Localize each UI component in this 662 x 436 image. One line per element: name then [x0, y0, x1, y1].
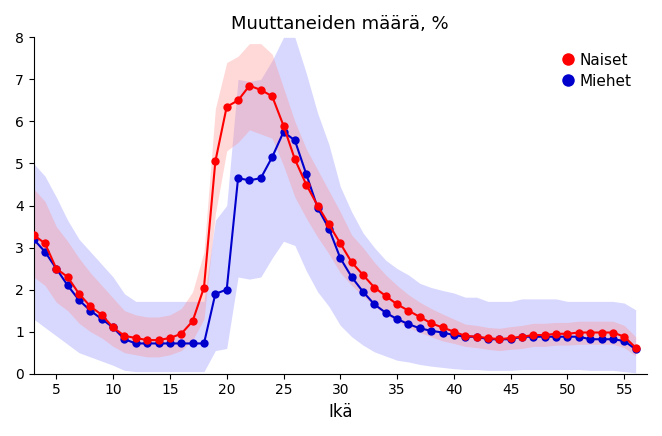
Miehet — [404, 321, 412, 327]
Miehet — [450, 332, 458, 337]
Naiset — [371, 285, 379, 290]
Miehet — [30, 237, 38, 242]
Naiset — [450, 329, 458, 334]
Miehet — [257, 176, 265, 181]
Naiset — [393, 302, 401, 307]
X-axis label: Ikä: Ikä — [328, 403, 353, 421]
Naiset — [30, 232, 38, 238]
Miehet — [393, 317, 401, 322]
Miehet — [371, 302, 379, 307]
Naiset — [632, 345, 639, 350]
Naiset — [132, 335, 140, 341]
Naiset — [404, 308, 412, 313]
Miehet — [132, 341, 140, 346]
Title: Muuttaneiden määrä, %: Muuttaneiden määrä, % — [232, 15, 449, 33]
Miehet — [632, 347, 639, 352]
Naiset — [246, 83, 254, 89]
Line: Miehet: Miehet — [29, 128, 639, 354]
Miehet — [279, 129, 287, 135]
Naiset — [268, 94, 276, 99]
Line: Naiset: Naiset — [29, 82, 639, 352]
Legend: Naiset, Miehet: Naiset, Miehet — [557, 45, 639, 96]
